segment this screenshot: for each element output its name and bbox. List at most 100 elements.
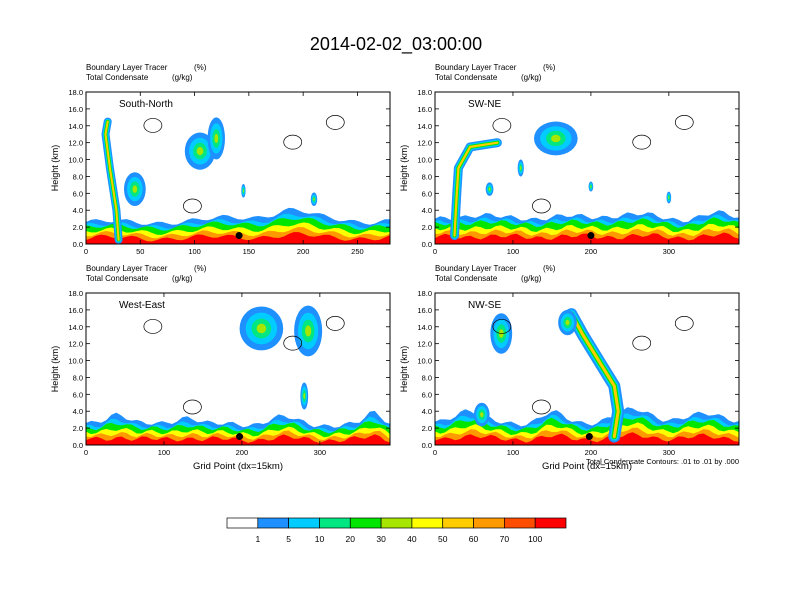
condensate-contour bbox=[183, 198, 202, 214]
colorbar-bin bbox=[349, 517, 382, 529]
x-tick-label: 200 bbox=[297, 247, 310, 256]
x-tick-label: 200 bbox=[585, 247, 598, 256]
left-title: Boundary Layer Tracer bbox=[435, 63, 517, 72]
unit-title: (%) bbox=[194, 63, 207, 72]
y-tick-label: 10.0 bbox=[68, 357, 83, 366]
x-tick-label: 250 bbox=[351, 247, 364, 256]
tracer-plume bbox=[453, 141, 499, 237]
tracer-blob bbox=[590, 185, 592, 188]
y-tick-label: 10.0 bbox=[417, 357, 432, 366]
y-tick-label: 16.0 bbox=[68, 306, 83, 315]
x-tick-label: 300 bbox=[663, 448, 676, 457]
y-axis-label: Height (km) bbox=[399, 346, 409, 393]
panel-west-east: 0.0 2.0 4.0 6.0 8.0 10.0 12.0 14.0 16.0 18.0 0 100 2… bbox=[50, 264, 391, 472]
y-tick-label: 14.0 bbox=[417, 122, 432, 131]
colorbar-label: 70 bbox=[500, 534, 510, 544]
y-tick-label: 12.0 bbox=[417, 139, 432, 148]
colorbar-bin bbox=[319, 517, 351, 529]
left-title: Boundary Layer Tracer bbox=[435, 264, 517, 273]
tracer-blob bbox=[520, 166, 522, 170]
condensate-contour bbox=[674, 316, 694, 331]
colorbar-bin bbox=[411, 517, 444, 529]
y-tick-label: 18.0 bbox=[68, 289, 83, 298]
tracer-blob bbox=[488, 187, 491, 191]
x-tick-label: 100 bbox=[188, 247, 201, 256]
bl-band-layer bbox=[435, 232, 739, 244]
unit-subtitle: (g/kg) bbox=[172, 73, 193, 82]
colorbar-label: 5 bbox=[286, 534, 291, 544]
colorbar-bin bbox=[226, 517, 259, 529]
field bbox=[86, 305, 390, 445]
x-tick-label: 200 bbox=[236, 448, 249, 457]
y-tick-label: 12.0 bbox=[68, 340, 83, 349]
x-tick-label: 0 bbox=[433, 448, 437, 457]
x-tick-label: 100 bbox=[507, 247, 520, 256]
y-tick-label: 12.0 bbox=[417, 340, 432, 349]
y-tick-label: 4.0 bbox=[73, 407, 83, 416]
colorbar-label: 40 bbox=[407, 534, 417, 544]
y-tick-label: 2.0 bbox=[73, 223, 83, 232]
y-tick-label: 2.0 bbox=[73, 424, 83, 433]
y-tick-label: 14.0 bbox=[68, 323, 83, 332]
field bbox=[435, 308, 739, 445]
y-tick-label: 14.0 bbox=[417, 323, 432, 332]
y-tick-label: 10.0 bbox=[68, 156, 83, 165]
y-tick-label: 0.0 bbox=[422, 441, 432, 450]
condensate-contour bbox=[674, 115, 694, 130]
colorbar-label: 100 bbox=[528, 534, 542, 544]
condensate-contour bbox=[143, 319, 163, 334]
y-tick-label: 6.0 bbox=[422, 390, 432, 399]
condensate-contour bbox=[632, 335, 652, 351]
y-tick-label: 18.0 bbox=[417, 289, 432, 298]
y-tick-label: 6.0 bbox=[422, 189, 432, 198]
panel-label: NW-SE bbox=[468, 300, 501, 311]
y-tick-label: 18.0 bbox=[417, 88, 432, 97]
colorbar-label: 60 bbox=[469, 534, 479, 544]
location-marker bbox=[236, 433, 244, 441]
tracer-blob bbox=[256, 323, 267, 334]
figure-title: 2014-02-02_03:00:00 bbox=[310, 34, 482, 55]
plot-frame bbox=[434, 91, 740, 245]
condensate-contour bbox=[325, 115, 345, 130]
left-subtitle: Total Condensate bbox=[435, 73, 498, 82]
colorbar-bin bbox=[504, 517, 536, 529]
condensate-contour bbox=[283, 134, 303, 150]
left-subtitle: Total Condensate bbox=[86, 73, 149, 82]
x-tick-label: 50 bbox=[136, 247, 144, 256]
left-title: Boundary Layer Tracer bbox=[86, 264, 168, 273]
tracer-blob bbox=[196, 147, 204, 156]
y-tick-label: 16.0 bbox=[417, 105, 432, 114]
colorbar-bin bbox=[380, 517, 413, 529]
tracer-blob bbox=[551, 134, 561, 143]
y-tick-label: 4.0 bbox=[422, 206, 432, 215]
unit-subtitle: (g/kg) bbox=[521, 73, 542, 82]
condensate-contour bbox=[283, 335, 303, 351]
panel-label: SW-NE bbox=[468, 99, 501, 110]
y-axis-label: Height (km) bbox=[50, 346, 60, 393]
colorbar-label: 1 bbox=[255, 534, 260, 544]
panel-south-north: 0.0 2.0 4.0 6.0 8.0 10.0 12.0 14.0 16.0 18.0 0 50 10… bbox=[50, 63, 391, 256]
y-axis-label: Height (km) bbox=[399, 145, 409, 192]
tracer-blob bbox=[313, 197, 315, 201]
field bbox=[86, 115, 390, 244]
tracer-blob bbox=[480, 411, 484, 418]
tracer-plume bbox=[569, 312, 620, 439]
y-tick-label: 16.0 bbox=[68, 105, 83, 114]
condensate-contour bbox=[183, 399, 202, 415]
x-tick-label: 100 bbox=[507, 448, 520, 457]
tracer-blob bbox=[668, 196, 670, 199]
plot-frame bbox=[85, 292, 391, 446]
condensate-contour bbox=[632, 134, 652, 150]
y-tick-label: 18.0 bbox=[68, 88, 83, 97]
y-tick-label: 12.0 bbox=[68, 139, 83, 148]
location-marker bbox=[235, 232, 243, 240]
x-axis-label: Grid Point (dx=15km) bbox=[542, 461, 632, 472]
left-title: Boundary Layer Tracer bbox=[86, 63, 168, 72]
y-tick-label: 4.0 bbox=[73, 206, 83, 215]
colorbar-label: 50 bbox=[438, 534, 448, 544]
y-tick-label: 8.0 bbox=[422, 373, 432, 382]
location-marker bbox=[585, 433, 593, 441]
y-tick-label: 0.0 bbox=[73, 240, 83, 249]
unit-subtitle: (g/kg) bbox=[172, 274, 193, 283]
x-tick-label: 100 bbox=[158, 448, 171, 457]
